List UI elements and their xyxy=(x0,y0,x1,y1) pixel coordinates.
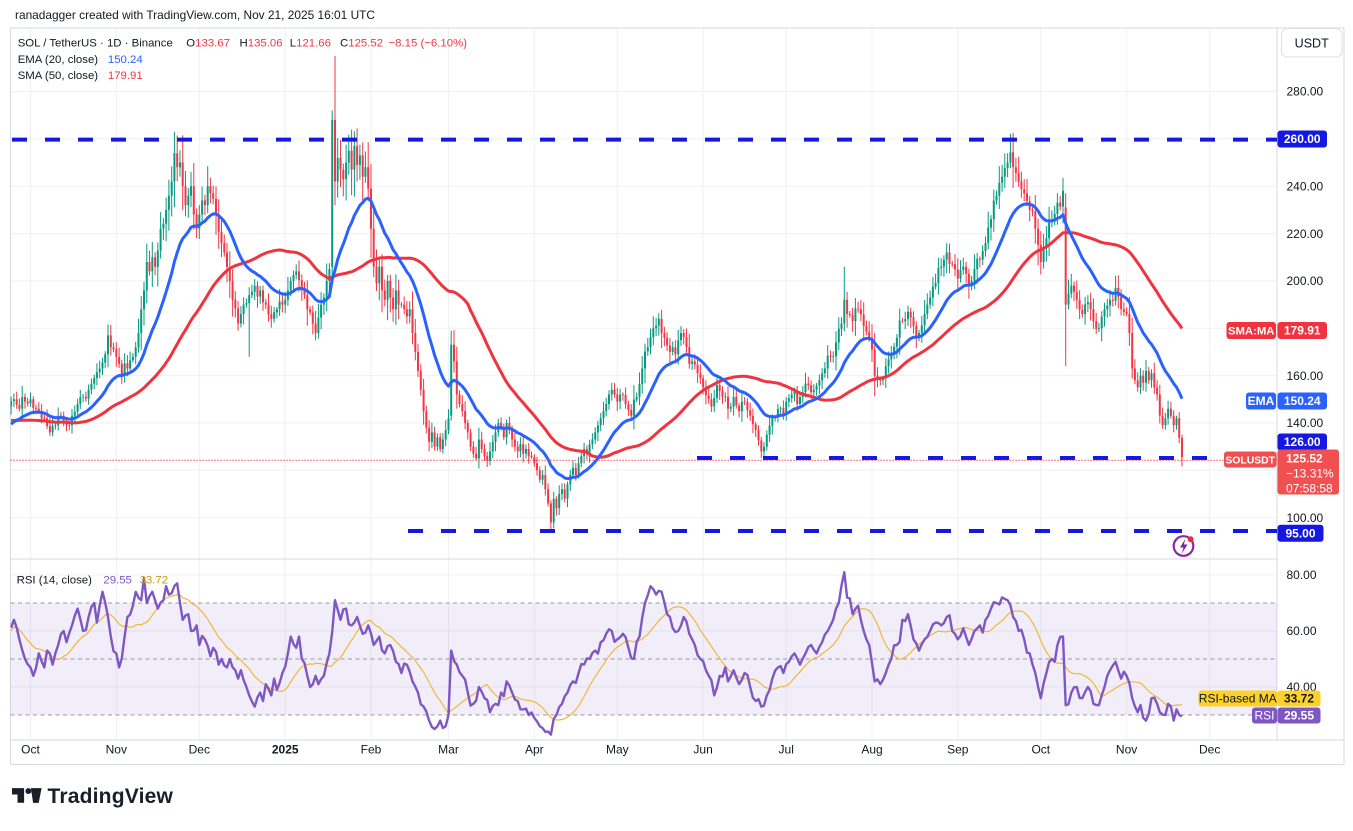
svg-text:2025: 2025 xyxy=(272,743,299,757)
svg-text:126.00: 126.00 xyxy=(1284,435,1321,449)
svg-text:150.24: 150.24 xyxy=(1284,394,1321,408)
svg-text:SMA:MA: SMA:MA xyxy=(1228,326,1274,338)
svg-text:Dec: Dec xyxy=(1199,743,1220,757)
svg-text:100.00: 100.00 xyxy=(1287,511,1324,525)
svg-text:Apr: Apr xyxy=(525,743,544,757)
svg-text:07:58:58: 07:58:58 xyxy=(1286,482,1333,496)
svg-text:260.00: 260.00 xyxy=(1284,132,1321,146)
svg-text:Sep: Sep xyxy=(947,743,969,757)
svg-text:Aug: Aug xyxy=(861,743,882,757)
svg-text:Oct: Oct xyxy=(21,743,40,757)
svg-text:160.00: 160.00 xyxy=(1287,369,1324,383)
svg-text:Nov: Nov xyxy=(106,743,127,757)
svg-text:220.00: 220.00 xyxy=(1287,227,1324,241)
svg-text:SOLUSDT: SOLUSDT xyxy=(1225,456,1275,467)
svg-text:TradingView: TradingView xyxy=(48,785,174,808)
svg-text:Mar: Mar xyxy=(438,743,459,757)
svg-text:RSI: RSI xyxy=(1254,709,1274,723)
svg-text:80.00: 80.00 xyxy=(1287,568,1317,582)
svg-text:SMA (50, close)179.91: SMA (50, close) 179.91 xyxy=(18,70,143,82)
svg-text:125.52: 125.52 xyxy=(1286,452,1323,466)
svg-text:240.00: 240.00 xyxy=(1287,179,1324,193)
svg-text:−13.31%: −13.31% xyxy=(1286,467,1334,481)
svg-text:Jul: Jul xyxy=(779,743,794,757)
svg-text:May: May xyxy=(606,743,629,757)
svg-text:Dec: Dec xyxy=(189,743,210,757)
svg-text:ranadagger created with Tradin: ranadagger created with TradingView.com,… xyxy=(15,8,375,22)
svg-text:Jun: Jun xyxy=(693,743,712,757)
svg-text:179.91: 179.91 xyxy=(1284,324,1321,338)
svg-text:280.00: 280.00 xyxy=(1287,85,1324,99)
svg-text:29.55: 29.55 xyxy=(1284,709,1314,723)
svg-text:140.00: 140.00 xyxy=(1287,416,1324,430)
svg-text:EMA (20, close)150.24: EMA (20, close) 150.24 xyxy=(18,54,143,66)
svg-text:33.72: 33.72 xyxy=(1284,692,1314,706)
svg-text:200.00: 200.00 xyxy=(1287,274,1324,288)
svg-text:EMA: EMA xyxy=(1248,394,1275,408)
svg-text:60.00: 60.00 xyxy=(1287,624,1317,638)
svg-text:95.00: 95.00 xyxy=(1285,526,1315,540)
svg-text:Feb: Feb xyxy=(361,743,382,757)
svg-text:RSI-based MA: RSI-based MA xyxy=(1199,692,1277,706)
svg-text:Nov: Nov xyxy=(1116,743,1137,757)
svg-text:Oct: Oct xyxy=(1031,743,1050,757)
svg-text:USDT: USDT xyxy=(1295,36,1329,50)
